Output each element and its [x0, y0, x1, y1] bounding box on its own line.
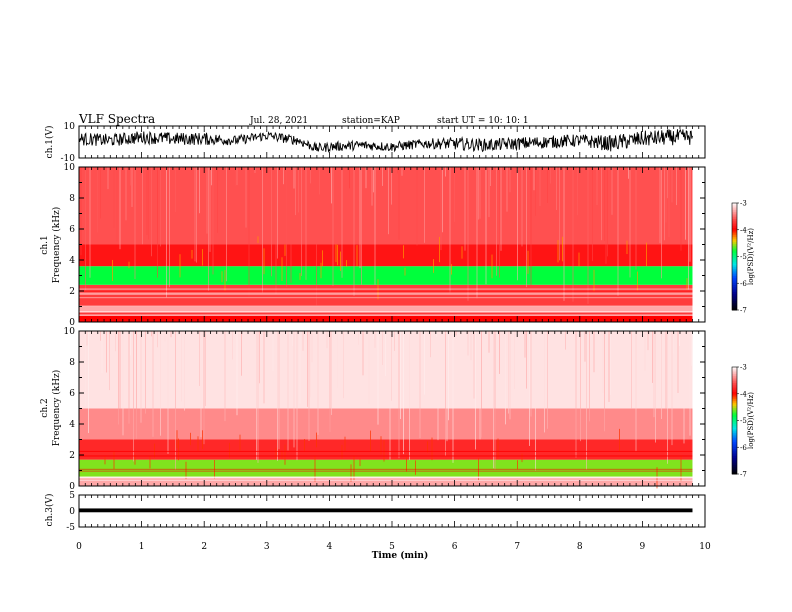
ch2-spectrogram-ylabel: ch.2 Frequency (kHz) — [40, 370, 62, 447]
ch1-spectrogram-band-0 — [79, 315, 693, 322]
ch1-ylabel-line2: Frequency (kHz) — [51, 207, 62, 284]
x-tick-label: 6 — [452, 542, 458, 552]
ch2-spectrogram-ytick-label: 4 — [69, 420, 75, 430]
x-tick-label: 5 — [389, 542, 395, 552]
ch1-ylabel-line1: ch.1 — [40, 235, 50, 254]
x-tick-label: 0 — [76, 542, 82, 552]
ch1-spectrogram-ytick-label: 4 — [69, 256, 75, 266]
ch1-spectrogram-image — [79, 167, 693, 322]
ch1-spectrogram-band-5 — [79, 167, 693, 245]
ch2-spectrogram-band-1 — [79, 459, 693, 477]
ch2-spectrogram-ytick-label: 10 — [64, 327, 76, 337]
ch1-spectrogram-colorbar-tick: -4 — [740, 226, 747, 234]
header-date: Jul. 28, 2021 — [249, 116, 308, 126]
ch1-spectrogram-band-4 — [79, 244, 693, 267]
ch2-spectrogram-texture — [79, 331, 693, 489]
ch2-ylabel-line2: Frequency (kHz) — [51, 370, 62, 447]
x-axis-label: Time (min) — [372, 550, 429, 561]
ch1-spectrogram-colorbar-tick: -7 — [740, 307, 747, 315]
ch2-ylabel-line1: ch.2 — [40, 398, 50, 417]
ch1-spectrogram-band-3 — [79, 266, 693, 285]
ch1-spectrogram-colorbar: -3 -4 -5 -6 -7 log(PSD)(V²/Hz) — [731, 200, 755, 315]
x-tick-label: 7 — [514, 542, 520, 552]
ch1-waveform-ylabel: ch.1(V) — [44, 126, 55, 159]
ch1-spectrogram-ytick-label: 8 — [69, 194, 75, 204]
ch1-spectrogram-colorbar-tick: -5 — [740, 253, 747, 261]
ch2-spectrogram-ytick-label: 0 — [69, 482, 75, 492]
ch1-spectrogram-band-2 — [79, 284, 693, 307]
ch2-spectrogram-colorbar: -3 -4 -5 -6 -7 log(PSD)(V²/Hz) — [731, 364, 755, 479]
ch2-spectrogram-colorbar-label: log(PSD)(V²/Hz) — [747, 392, 755, 449]
ch2-spectrogram-image — [79, 331, 693, 489]
ch2-spectrogram-band-3 — [79, 408, 693, 440]
colorbars: -3 -4 -5 -6 -7 log(PSD)(V²/Hz) -3 -4 -5 -6 -7 log(P… — [731, 200, 755, 479]
ch1-spectrogram-texture — [79, 167, 693, 315]
ch2-spectrogram-ytick-label: 8 — [69, 358, 75, 368]
ch2-spectrogram-colorbar-tick: -4 — [740, 390, 747, 398]
x-tick-label: 1 — [139, 542, 145, 552]
ch2-spectrogram-colorbar-tick: -7 — [740, 471, 747, 479]
ch2-spectrogram-colorbar-tick: -5 — [740, 417, 747, 425]
ch2-spectrogram-ytick-label: 6 — [69, 389, 75, 399]
ch1-spectrogram-ytick-label: 0 — [69, 318, 75, 328]
ch1-spectrogram-ytick-label: 2 — [69, 287, 75, 297]
header-station: station=KAP — [342, 116, 400, 126]
x-tick-label: 9 — [640, 542, 646, 552]
x-tick-label: 10 — [699, 542, 711, 552]
x-tick-label: 3 — [264, 542, 270, 552]
ch1-waveform-line — [78, 128, 693, 153]
panels — [78, 128, 693, 513]
ch2-spectrogram-ytick-label: 2 — [69, 451, 75, 461]
ch1-spectrogram-ytick-label: 10 — [64, 163, 76, 173]
x-tick-label: 2 — [201, 542, 207, 552]
ch1-spectrogram-colorbar-label: log(PSD)(V²/Hz) — [747, 228, 755, 285]
x-tick-label: 4 — [327, 542, 333, 552]
x-tick-label: 8 — [577, 542, 583, 552]
ch1-spectrogram-ytick-label: 6 — [69, 225, 75, 235]
ch2-spectrogram-band-0 — [79, 476, 693, 486]
ch3-waveform-ytick-label: 5 — [69, 491, 75, 501]
ch3-waveform-ytick-label: -5 — [66, 523, 75, 533]
ch1-waveform-ytick-label: 10 — [64, 122, 76, 132]
ch2-spectrogram-colorbar-tick: -6 — [740, 444, 747, 452]
ch1-spectrogram-ylabel: ch.1 Frequency (kHz) — [40, 207, 62, 284]
ch1-spectrogram-colorbar-tick: -3 — [740, 200, 747, 208]
ch2-spectrogram-colorbar-tick: -3 — [740, 364, 747, 372]
ch1-spectrogram-colorbar-tick: -6 — [740, 280, 747, 288]
ch1-spectrogram-band-1 — [79, 306, 693, 316]
ch3-waveform-trace — [79, 508, 693, 513]
ch3-waveform-ytick-label: 0 — [69, 507, 75, 517]
ch3-waveform-ylabel: ch.3(V) — [44, 494, 55, 527]
figure-title: VLF Spectra — [78, 112, 155, 126]
ch2-spectrogram-band-2 — [79, 439, 693, 460]
header-start-ut: start UT = 10: 10: 1 — [437, 116, 529, 126]
ch1-waveform-ytick-label: -10 — [61, 154, 76, 164]
